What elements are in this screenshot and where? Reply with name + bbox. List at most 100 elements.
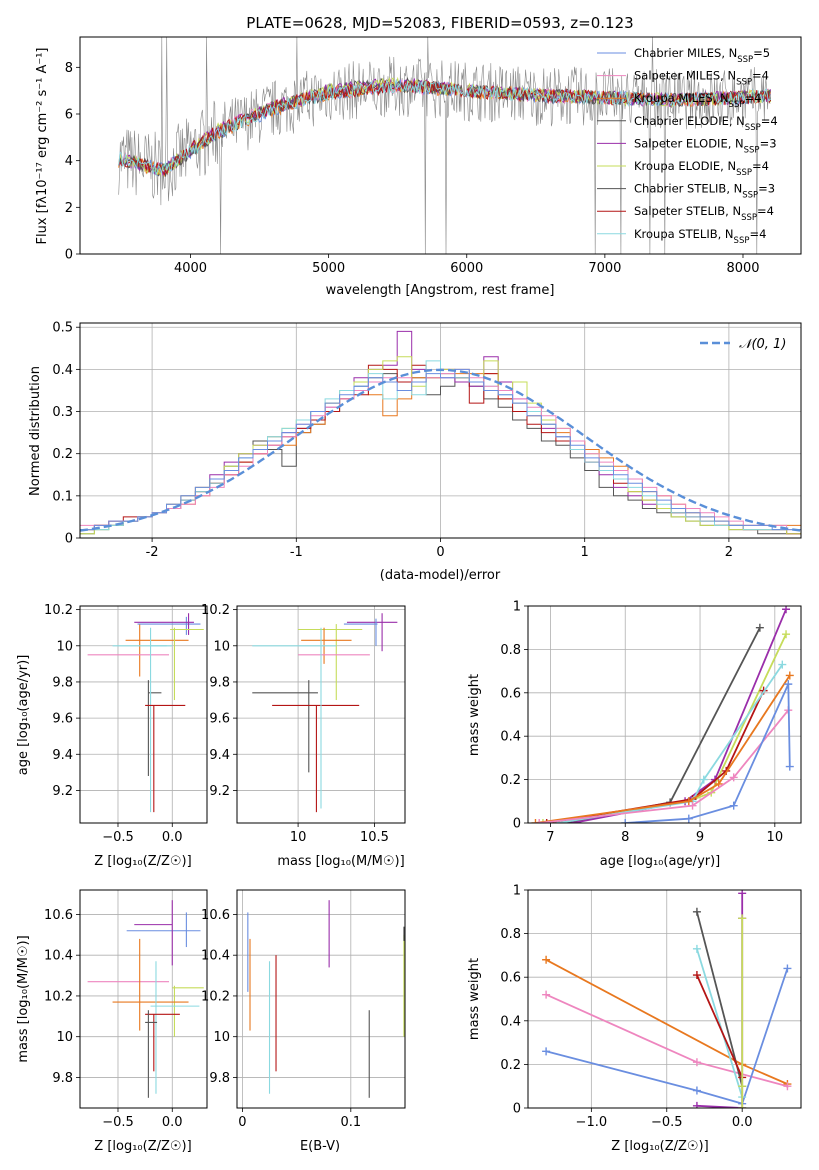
age-z-x-tick-label: 0.0 — [162, 830, 183, 845]
mw-age-marker-chabrier-miles — [784, 680, 793, 689]
mw-z-marker-salpeter-miles — [783, 1082, 792, 1091]
legend-label-kroupa-stelib: Kroupa STELIB, NSSP=4 — [634, 227, 766, 246]
mass-ebv-x-label: E(B-V) — [300, 1139, 340, 1154]
mw-z-line-kroupa-stelib — [696, 948, 744, 1098]
mw-z-lines — [542, 890, 792, 1108]
mass-ebv-points — [247, 900, 405, 1098]
mw-z-x-label: Z [log₁₀(Z/Z☉)] — [611, 1139, 708, 1154]
mass-ebv-frame — [236, 889, 406, 1109]
legend-label-chabrier-stelib: Chabrier STELIB, NSSP=3 — [634, 182, 775, 201]
mw-age-y-tick-label: 0.4 — [500, 730, 521, 745]
age-vs-metallicity-panel: −0.5 0.0 9.2 9.4 9.6 9.8 10 10.2 — [44, 603, 208, 845]
mw-age-x-tick-label: 8 — [621, 830, 629, 845]
age-mass-y-tick-label: 10 — [213, 639, 230, 654]
mw-z-marker-kroupa-miles — [542, 955, 551, 964]
histogram-frame — [79, 322, 802, 539]
age-mass-points — [252, 613, 398, 813]
age-z-y-tick-label: 9.6 — [52, 712, 73, 727]
mass-ebv-x-tick-label: 0 — [238, 1115, 246, 1130]
mw-z-marker-kroupa-elodie — [738, 1104, 747, 1108]
histogram-y-tick-label: 0.5 — [52, 321, 73, 336]
legend-label-salpeter-stelib: Salpeter STELIB, NSSP=4 — [634, 204, 774, 223]
mass-z-points — [87, 900, 204, 1098]
histogram-x-tick-label: 2 — [725, 545, 733, 560]
spectrum-x-label: wavelength [Angstrom, rest frame] — [326, 283, 555, 298]
mw-z-marker-chabrier-miles — [542, 1047, 551, 1056]
mw-z-y-tick-label: 0.4 — [500, 1014, 521, 1029]
mw-age-y-tick-label: 0.2 — [500, 773, 521, 788]
mw-age-y-tick-label: 0 — [513, 817, 521, 832]
histogram-x-label: (data-model)/error — [380, 568, 501, 583]
mw-z-x-tick-label: 0.0 — [732, 1115, 753, 1130]
age-mass-frame — [236, 605, 406, 824]
mw-z-marker-chabrier-elodie — [692, 907, 701, 916]
histogram-x-tick-label: 1 — [581, 545, 589, 560]
spectrum-x-tick-label: 5000 — [312, 261, 345, 276]
age-mass-y-tick-label: 9.2 — [209, 784, 230, 799]
histogram-series-chabrier-miles — [80, 368, 801, 531]
mw-age-line-salpeter-elodie — [572, 608, 787, 823]
spectrum-y-tick-label: 0 — [65, 248, 73, 263]
histogram-y-tick-label: 0 — [65, 532, 73, 547]
histogram-y-tick-label: 0.4 — [52, 363, 73, 378]
spectrum-model-kroupa-stelib — [118, 79, 771, 177]
spectrum-x-tick-label: 4000 — [174, 261, 207, 276]
mass-ebv-y-tick-label: 9.8 — [209, 1071, 230, 1086]
mw-z-line-salpeter-stelib — [696, 974, 744, 1078]
mw-z-line-chabrier-elodie — [696, 911, 744, 1087]
mw-z-marker-chabrier-miles — [692, 1086, 701, 1095]
age-mass-y-tick-label: 9.8 — [209, 675, 230, 690]
mw-age-line-kroupa-stelib — [557, 664, 784, 823]
mw-age-marker-salpeter-elodie — [782, 606, 791, 614]
mw-z-y-tick-label: 1 — [513, 884, 521, 899]
mw-age-marker-chabrier-miles — [729, 801, 738, 810]
spectrum-legend: Chabrier MILES, NSSP=5 Salpeter MILES, NS… — [597, 46, 778, 246]
mw-age-marker-kroupa-elodie — [538, 819, 547, 823]
mw-age-marker-salpeter-miles — [729, 773, 738, 782]
mass-z-y-tick-label: 10 — [56, 1030, 73, 1045]
spectrum-y-tick-label: 8 — [65, 61, 73, 76]
mw-z-marker-salpeter-elodie — [738, 890, 747, 898]
histogram-x-tick-label: 0 — [436, 545, 444, 560]
histogram-y-tick-label: 0.3 — [52, 405, 73, 420]
mw-z-marker-kroupa-stelib — [692, 944, 701, 953]
spectrum-y-tick-label: 6 — [65, 108, 73, 123]
histogram-y-label: Normed distribution — [28, 366, 43, 496]
mw-age-marker-kroupa-miles — [785, 671, 794, 680]
mass-z-x-tick-label: 0.0 — [162, 1115, 183, 1130]
mw-z-marker-salpeter-miles — [692, 1058, 701, 1067]
spectrum-panel: 4000 5000 6000 7000 8000 0 2 4 6 8 Chabrier MILES,… — [65, 36, 802, 276]
age-z-y-tick-label: 9.4 — [52, 748, 73, 763]
residual-histogram-panel: -2 -1 0 1 2 0 0.1 0.2 0.3 0.4 0.5 𝒩(0, 1) — [52, 321, 802, 560]
age-z-points — [87, 613, 204, 813]
mw-age-frame — [527, 605, 802, 824]
age-z-y-tick-label: 10 — [56, 639, 73, 654]
mw-z-y-label: mass weight — [467, 958, 482, 1040]
mw-age-x-tick-label: 9 — [696, 830, 704, 845]
age-z-frame — [79, 605, 208, 824]
mw-age-y-label: mass weight — [467, 674, 482, 756]
mass-ebv-x-tick-label: 0.1 — [340, 1115, 361, 1130]
mw-z-frame — [527, 889, 802, 1109]
mw-age-marker-chabrier-elodie — [755, 623, 764, 632]
mw-age-marker-salpeter-miles — [535, 819, 544, 823]
histogram-steps — [80, 330, 801, 535]
mass-vs-ebv-panel: 0 0.1 9.8 10 10.2 10.4 10.6 — [201, 889, 406, 1130]
mass-vs-metallicity-panel: −0.5 0.0 9.8 10 10.2 10.4 10.6 — [44, 889, 208, 1130]
mw-age-y-tick-label: 1 — [513, 600, 521, 615]
histogram-x-tick-label: -2 — [146, 545, 159, 560]
age-z-y-tick-label: 10.2 — [44, 603, 73, 618]
mass-weight-vs-age-panel: 7 8 9 10 0 0.2 0.4 0.6 0.8 1 — [500, 600, 802, 845]
mw-z-y-tick-label: 0.2 — [500, 1058, 521, 1073]
age-z-y-label: age [log₁₀(age/yr)] — [16, 655, 31, 776]
age-mass-y-tick-label: 10.2 — [201, 603, 230, 618]
mass-z-frame — [79, 889, 208, 1109]
mass-z-y-tick-label: 10.4 — [44, 949, 73, 964]
mass-ebv-y-tick-label: 10.2 — [201, 989, 230, 1004]
legend-label-kroupa-elodie: Kroupa ELODIE, NSSP=4 — [634, 159, 769, 178]
mw-z-x-tick-label: −1.0 — [576, 1115, 608, 1130]
spectrum-frame — [79, 36, 802, 255]
legend-label-salpeter-miles: Salpeter MILES, NSSP=4 — [634, 69, 769, 88]
age-z-y-tick-label: 9.8 — [52, 675, 73, 690]
